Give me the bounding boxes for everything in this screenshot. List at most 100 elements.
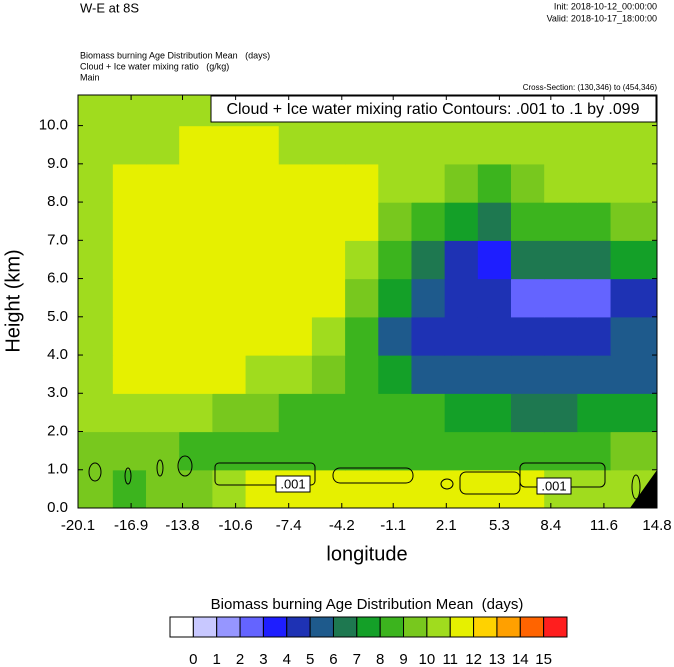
contour-cell: [511, 202, 545, 241]
colorbar-box: [262, 616, 288, 638]
x-tick-label: 8.4: [540, 517, 561, 534]
contour-cell: [146, 163, 180, 203]
colorbar-box: [403, 616, 428, 638]
contour-cell: [311, 316, 346, 356]
contour-cell: [378, 316, 413, 356]
contour-cell: [112, 316, 147, 356]
contour-cell: [78, 95, 114, 127]
colorbar-label: 12: [465, 651, 482, 667]
contour-cell: [146, 355, 180, 394]
contour-cell: [511, 355, 545, 394]
contour-cell: [278, 240, 313, 280]
contour-cell: [245, 278, 280, 318]
y-tick-label: 10.0: [39, 117, 68, 134]
contour-cell: [245, 163, 280, 203]
contour-cell: [345, 431, 379, 471]
colorbar-label: 7: [353, 651, 361, 667]
contour-cell: [444, 240, 479, 280]
colorbar-label: 11: [442, 651, 458, 667]
subtitle: Biomass burning Age Distribution Mean (d…: [80, 50, 270, 60]
contour-cell: [78, 163, 114, 203]
contour-cell: [146, 278, 180, 318]
contour-cell: [345, 202, 379, 241]
contour-cell: [444, 202, 479, 241]
colorbar-label: 0: [189, 651, 197, 667]
contour-cell: [444, 163, 479, 203]
plot-frame: [77, 94, 658, 509]
x-tick-label: 11.6: [590, 517, 618, 534]
contour-cell: [345, 163, 379, 203]
contour-cell: [511, 163, 545, 203]
contour-cell: [444, 316, 479, 356]
contour-cell: [345, 469, 379, 508]
contour-cell: [212, 393, 247, 433]
contour-cell: [345, 125, 379, 165]
contour-cell: [179, 393, 213, 433]
contour-cell: [212, 240, 247, 280]
contour-cell: [278, 393, 313, 433]
colorbar-label: 10: [419, 651, 436, 667]
contour-fill: [78, 95, 657, 508]
contour-cell: [511, 278, 545, 318]
contour-cell: [378, 278, 413, 318]
contour-cell: [245, 316, 280, 356]
x-tick-label: -7.4: [276, 517, 302, 534]
contour-cell: [444, 469, 479, 508]
contour-cell: [311, 355, 346, 394]
colorbar-label: 6: [329, 651, 337, 667]
contour-cell: [112, 240, 147, 280]
contour-cell: [345, 240, 379, 280]
contour-cell: [146, 316, 180, 356]
contour-cell: [610, 163, 657, 203]
contour-cell: [477, 202, 512, 241]
contour-cell: [477, 355, 512, 394]
contour-label: .001: [280, 476, 305, 491]
colorbar-label: 2: [236, 651, 244, 667]
contour-cell: [78, 202, 114, 241]
contour-cell: [544, 316, 578, 356]
colorbar-label: 13: [489, 651, 506, 667]
colorbar-box: [379, 616, 405, 638]
contour-cell: [477, 240, 512, 280]
colorbar-label: 5: [306, 651, 314, 667]
contour-cell: [411, 163, 446, 203]
contour-cell: [78, 316, 114, 356]
contour-cell: [477, 316, 512, 356]
contour-cell: [245, 355, 280, 394]
contour-cell: [577, 469, 612, 508]
contour-cell: [112, 163, 147, 203]
contour-cell: [245, 431, 280, 471]
contour-cell: [146, 125, 180, 165]
contour-cell: [112, 355, 147, 394]
contour-cell: [477, 163, 512, 203]
init-time: Init: 2018-10-12_00:00:00: [554, 1, 657, 11]
contour-cell: [179, 278, 213, 318]
contour-cell: [278, 316, 313, 356]
contour-cell: [610, 278, 657, 318]
y-tick-label: 3.0: [47, 384, 68, 401]
contour-cell: [577, 355, 612, 394]
contour-cell: [610, 355, 657, 394]
contour-cell: [179, 355, 213, 394]
contour-cell: [544, 355, 578, 394]
contour-cell: [112, 431, 147, 471]
contour-cell: [444, 431, 479, 471]
x-tick-label: 5.3: [489, 517, 510, 534]
colorbar-box: [449, 616, 475, 638]
contour-cell: [212, 202, 247, 241]
x-tick-label: -13.8: [165, 517, 199, 534]
contour-cell: [444, 393, 479, 433]
colorbar-box: [356, 616, 381, 638]
y-axis-label: Height (km): [2, 249, 24, 352]
contour-cell: [444, 355, 479, 394]
contour-cell: [577, 316, 612, 356]
contour-label-box: [536, 477, 572, 495]
contour-cell: [477, 393, 512, 433]
contour-cell: [278, 202, 313, 241]
contour-cell: [444, 125, 479, 165]
contour-cell: [278, 355, 313, 394]
valid-time: Valid: 2018-10-17_18:00:00: [547, 13, 657, 23]
contour-cell: [311, 393, 346, 433]
colorbar-label: 15: [535, 651, 552, 667]
